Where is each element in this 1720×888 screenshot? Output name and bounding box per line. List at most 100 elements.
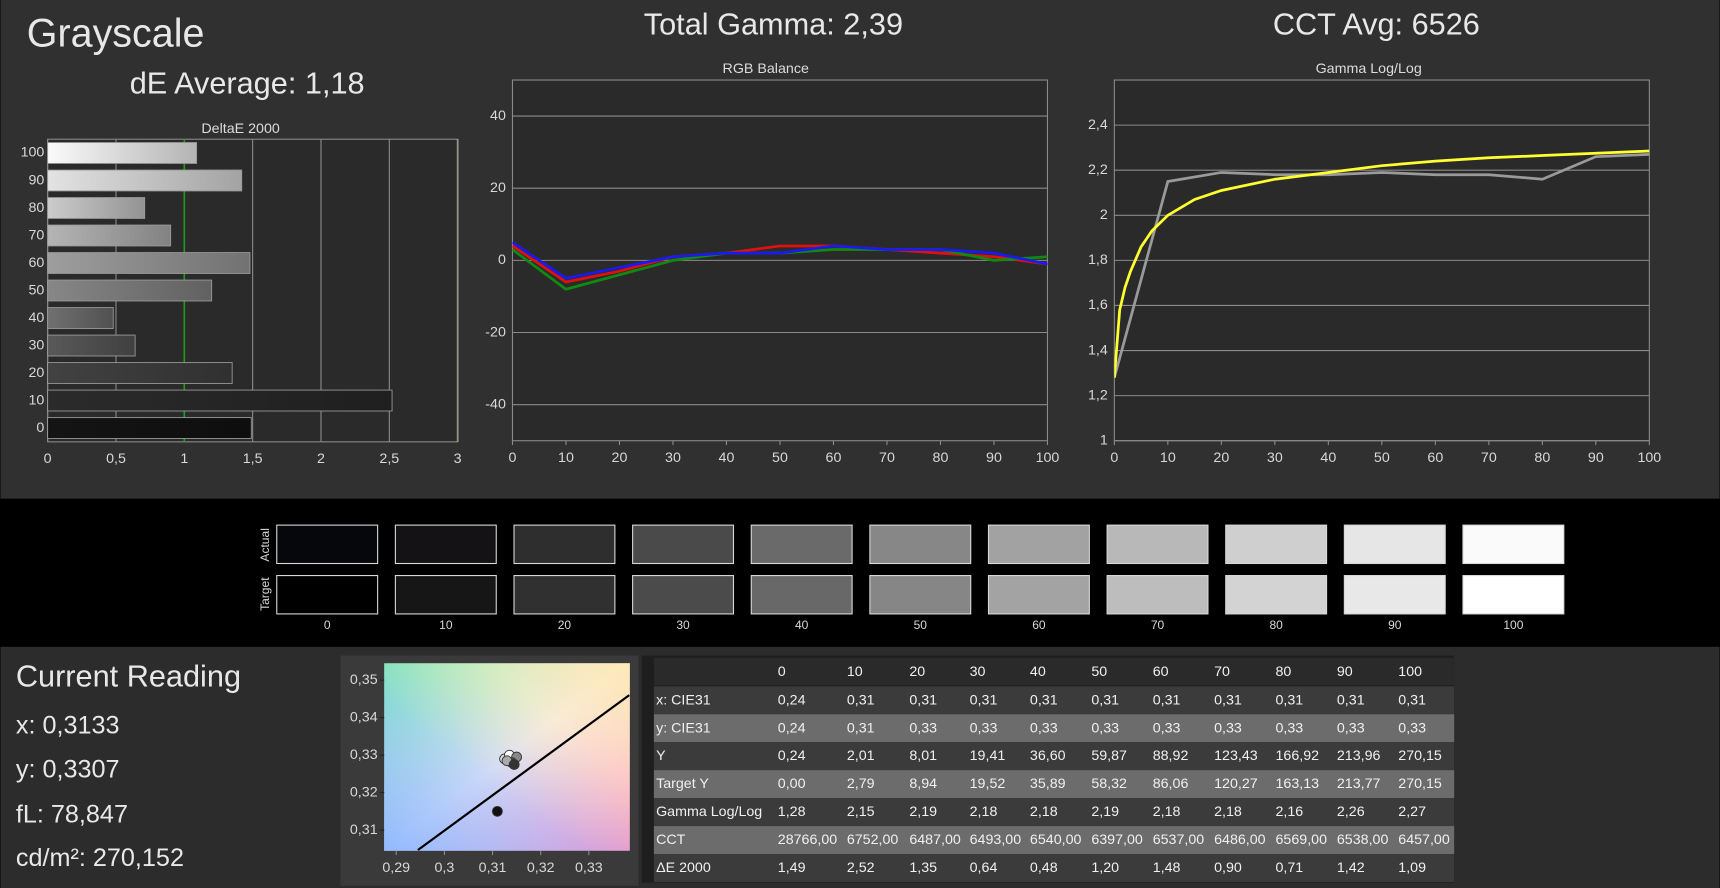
y-tick-label: 40 [490, 108, 506, 124]
table-cell: Target Y [656, 776, 709, 792]
table-row [653, 742, 1455, 771]
table-cell: 1,35 [909, 860, 937, 876]
de-average: dE Average: 1,18 [130, 66, 365, 101]
table-cell: 6537,00 [1153, 832, 1205, 848]
table-cell: 6540,00 [1030, 832, 1082, 848]
table-cell: 1,09 [1398, 860, 1426, 876]
y-tick-label: 0 [498, 252, 506, 268]
plot-title: RGB Balance [723, 61, 809, 77]
table-cell: 2,26 [1337, 804, 1365, 820]
swatch-panel [0, 498, 1720, 647]
table-cell: 2,19 [909, 804, 937, 820]
table-cell: y: CIE31 [656, 720, 711, 736]
table-cell: 0,71 [1275, 860, 1303, 876]
x-tick-label: 0,31 [479, 860, 507, 876]
y-tick-label: 1,4 [1088, 342, 1108, 358]
table-cell: 35,89 [1030, 776, 1066, 792]
table-cell: 2,18 [1214, 804, 1242, 820]
x-tick-label: 50 [1374, 450, 1390, 466]
category-label: 10 [28, 392, 44, 408]
table-header: 60 [1153, 664, 1169, 680]
table-row [653, 686, 1455, 715]
series-line [1114, 153, 1650, 378]
x-tick-label: 90 [986, 450, 1002, 466]
swatch-target [1106, 575, 1209, 615]
category-label: 40 [28, 310, 44, 326]
table-cell: 0,31 [1214, 692, 1242, 708]
table-cell: 2,01 [847, 748, 875, 764]
series-line [1114, 149, 1650, 378]
table-cell: Y [656, 748, 666, 764]
bar [47, 252, 251, 274]
plot-title: DeltaE 2000 [201, 121, 280, 137]
y-tick-label: 2 [1100, 207, 1108, 223]
table-cell: 0,31 [909, 692, 937, 708]
category-label: 20 [28, 365, 44, 381]
table-cell: 58,32 [1091, 776, 1127, 792]
swatch-label: 20 [558, 618, 572, 632]
table-cell: 0,24 [778, 720, 806, 736]
table-cell: ΔE 2000 [656, 860, 711, 876]
table-cell: 2,16 [1275, 804, 1303, 820]
category-label: 70 [28, 227, 44, 243]
x-tick-label: 40 [719, 450, 735, 466]
swatch-actual [632, 524, 735, 565]
table-cell: 86,06 [1153, 776, 1189, 792]
table-cell: 0,33 [1398, 720, 1426, 736]
table-cell: 6752,00 [847, 832, 899, 848]
x-tick-label: 40 [1320, 450, 1336, 466]
table-cell: 166,92 [1275, 748, 1319, 764]
table-cell: 0,33 [1275, 720, 1303, 736]
x-tick-label: 20 [1213, 450, 1229, 466]
table-header: 30 [970, 664, 986, 680]
swatch-label: 80 [1269, 618, 1283, 632]
table-cell: 2,18 [1153, 804, 1181, 820]
swatch-label: 40 [795, 618, 809, 632]
table-cell: 0,90 [1214, 860, 1242, 876]
table-cell: 0,31 [1153, 692, 1181, 708]
swatch-label: 100 [1503, 618, 1523, 632]
x-tick-label: 60 [826, 450, 842, 466]
category-label: 100 [21, 145, 45, 161]
table-cell: 28766,00 [778, 832, 838, 848]
swatch-target [632, 575, 735, 615]
table-header: 20 [909, 664, 925, 680]
swatch-actual [1106, 524, 1209, 565]
bar [47, 389, 393, 412]
table-header: 50 [1091, 664, 1107, 680]
x-tick-label: 1,5 [243, 451, 263, 467]
category-label: 60 [28, 255, 44, 271]
swatch-label: 90 [1388, 618, 1402, 632]
x-tick-label: 100 [1637, 450, 1661, 466]
locus-line [417, 694, 630, 851]
swatch-actual [869, 524, 972, 565]
x-tick-label: 0 [1110, 450, 1118, 466]
table-cell: 0,33 [1214, 720, 1242, 736]
table-cell: 213,77 [1337, 776, 1381, 792]
table-cell: 36,60 [1030, 748, 1066, 764]
table-row [653, 798, 1455, 827]
x-tick-label: 20 [612, 450, 628, 466]
y-tick-label: -40 [485, 396, 506, 412]
cct-average: CCT Avg: 6526 [1273, 6, 1480, 41]
table-cell: 0,33 [1030, 720, 1058, 736]
reading-line: fL: 78,847 [16, 800, 128, 828]
table-header: 100 [1398, 664, 1422, 680]
y-tick-label: 1,6 [1088, 297, 1108, 313]
x-tick-label: 0,29 [382, 860, 410, 876]
bar [47, 224, 172, 247]
table-cell: 2,19 [1091, 804, 1119, 820]
swatch-target [1462, 575, 1565, 615]
swatch-actual [513, 524, 616, 565]
bar [47, 142, 198, 164]
x-tick-label: 3 [454, 451, 462, 467]
bar [47, 169, 243, 192]
bar [47, 279, 213, 302]
table-cell: 2,15 [847, 804, 875, 820]
table-header: 80 [1275, 664, 1291, 680]
table-cell: 2,18 [970, 804, 998, 820]
table-cell: 0,31 [847, 692, 875, 708]
y-tick-label: 1,2 [1088, 387, 1108, 403]
y-tick-label: 0,35 [350, 672, 378, 688]
